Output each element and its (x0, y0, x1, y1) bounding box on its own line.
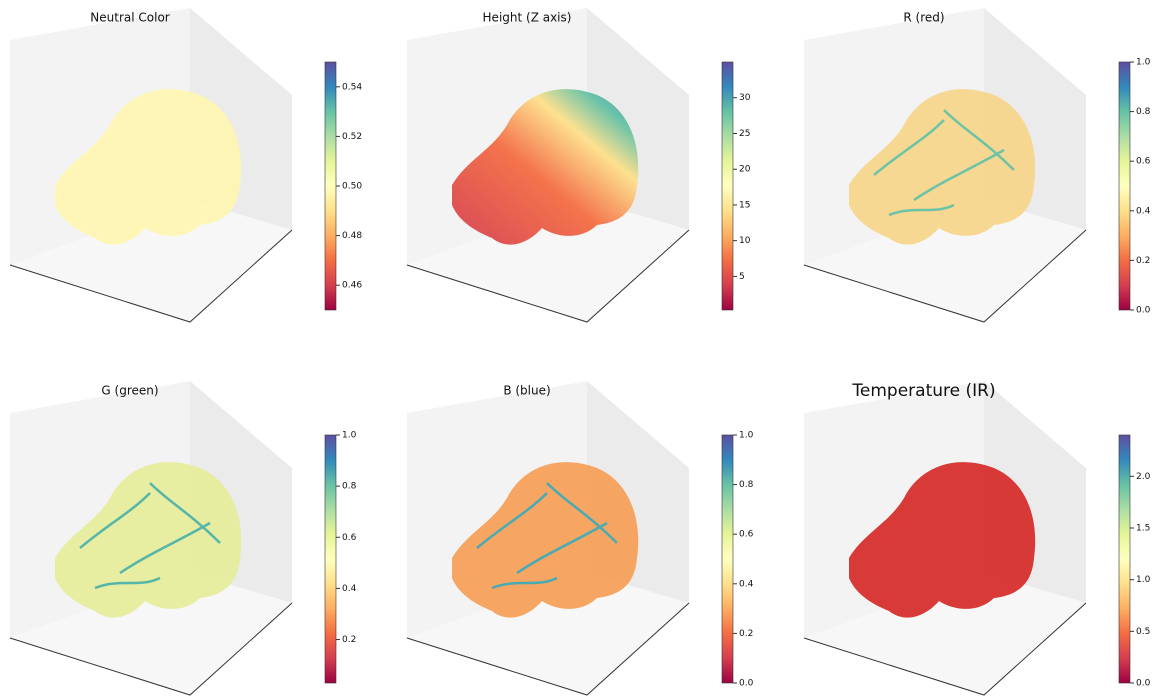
colorbar-tick-label: 1.5 (1136, 524, 1150, 534)
colorbar-tick-label: 0.6 (342, 533, 357, 543)
panel-title: G (green) (101, 384, 158, 398)
colorbar-tick-label: 0.8 (1136, 107, 1151, 117)
colorbar-tick-label: 0.52 (342, 132, 362, 142)
colorbar-tick-label: 1.0 (342, 431, 357, 441)
axes-3d (407, 8, 689, 322)
axes-3d (10, 381, 292, 695)
colorbar-tick-label: 15 (739, 200, 750, 210)
colorbar-tick-label: 0.0 (1136, 306, 1151, 316)
colorbar-tick-label: 0.48 (342, 231, 362, 241)
colorbar-tick-label: 0.6 (1136, 157, 1151, 167)
figure: Neutral Color 0.46 0.48 0.50 0.52 0.54 Height … (0, 0, 1159, 699)
colorbar-tick-label: 0.5 (1136, 627, 1150, 637)
colorbar (1119, 435, 1130, 683)
colorbar-tick-label: 10 (739, 236, 751, 246)
colorbar (325, 62, 336, 310)
panel-title: Height (Z axis) (483, 11, 572, 25)
colorbar-tick-label: 0.8 (342, 482, 357, 492)
colorbar-tick-label: 0.50 (342, 182, 362, 192)
colorbar-tick-label: 0.4 (342, 584, 357, 594)
colorbar-tick-label: 1.0 (739, 431, 754, 441)
colorbar-tick-label: 0.54 (342, 82, 362, 92)
colorbar-tick-label: 0.8 (739, 480, 754, 490)
colorbar-tick-label: 20 (739, 165, 751, 175)
axes-3d (10, 8, 292, 322)
colorbar-tick-label: 30 (739, 93, 751, 103)
colorbar-tick-label: 0.4 (1136, 206, 1151, 216)
colorbar-tick-label: 0.6 (739, 530, 754, 540)
colorbar-tick-label: 25 (739, 129, 750, 139)
axes-3d (407, 381, 689, 695)
axes-3d (804, 381, 1086, 695)
axes-3d (804, 8, 1086, 322)
colorbar (722, 435, 733, 683)
colorbar-tick-label: 1.0 (1136, 58, 1151, 68)
colorbar-tick-label: 2.0 (1136, 472, 1151, 482)
panel-title: R (red) (903, 11, 944, 25)
colorbar-tick-label: 0.0 (739, 679, 754, 689)
colorbar-tick-label: 5 (739, 272, 745, 282)
colorbar-tick-label: 0.2 (342, 635, 356, 645)
colorbar (1119, 62, 1130, 310)
colorbar-tick-label: 0.2 (739, 629, 753, 639)
colorbar-tick-label: 1.0 (1136, 575, 1151, 585)
panel-title: Neutral Color (90, 11, 170, 25)
panel-title: B (blue) (503, 384, 550, 398)
colorbar-tick-label: 0.2 (1136, 256, 1150, 266)
colorbar-tick-label: 0.4 (739, 579, 754, 589)
colorbar-tick-label: 0.46 (342, 281, 362, 291)
colorbar (325, 435, 336, 683)
colorbar-tick-label: 0.0 (1136, 679, 1151, 689)
colorbar (722, 62, 733, 310)
panel-title: Temperature (IR) (851, 381, 995, 401)
